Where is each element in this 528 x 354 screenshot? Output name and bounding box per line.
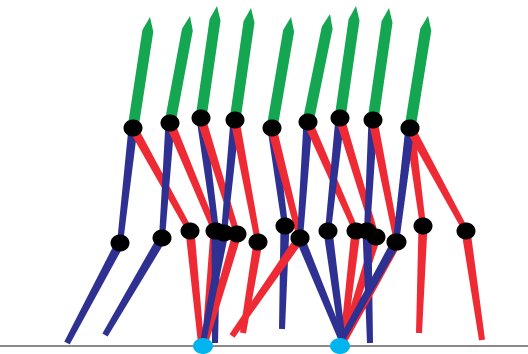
joint-layer	[110, 109, 476, 252]
right-shin	[416, 225, 428, 334]
left-thigh	[196, 117, 219, 232]
limb-layer	[64, 6, 485, 345]
left-shin	[279, 225, 290, 330]
stick-figure-3	[195, 6, 242, 344]
left-thigh	[117, 127, 138, 244]
ground-contact-point	[193, 338, 213, 354]
right-thigh	[368, 119, 400, 243]
torso	[164, 16, 193, 124]
left-knee-joint	[214, 224, 234, 242]
stick-figure-6	[295, 14, 361, 345]
torso	[334, 6, 360, 119]
stick-figure-10	[337, 16, 485, 345]
right-knee-joint	[413, 217, 433, 235]
left-knee-joint	[386, 233, 406, 251]
hip-joint	[363, 111, 383, 129]
right-shin	[185, 230, 204, 344]
right-shin	[240, 241, 263, 334]
left-shin	[200, 232, 229, 344]
right-shin	[202, 232, 242, 344]
left-knee-joint	[152, 229, 172, 247]
torso	[302, 14, 333, 124]
hip-joint	[262, 119, 282, 137]
hip-joint	[330, 109, 350, 127]
hip-joint	[298, 113, 318, 131]
right-knee-joint	[456, 222, 476, 240]
torso	[127, 17, 154, 129]
left-thigh	[393, 127, 415, 243]
left-knee-joint	[275, 217, 295, 235]
right-shin	[229, 235, 304, 338]
left-thigh	[267, 127, 288, 227]
hip-joint	[225, 111, 245, 129]
left-shin	[323, 230, 346, 344]
contact-layer	[193, 338, 350, 354]
left-shin	[337, 239, 400, 345]
right-shin	[461, 230, 485, 341]
left-thigh	[159, 122, 175, 239]
right-thigh	[230, 119, 261, 243]
right-knee-joint	[248, 233, 268, 251]
left-knee-joint	[318, 222, 338, 240]
right-thigh	[267, 126, 303, 239]
stick-figure-5	[229, 17, 304, 338]
hip-joint	[400, 119, 420, 137]
torso	[229, 8, 255, 121]
hip-joint	[123, 119, 143, 137]
hip-joint	[191, 109, 211, 127]
right-thigh	[406, 125, 469, 233]
right-shin	[340, 230, 361, 344]
left-shin	[64, 240, 124, 345]
torso	[195, 6, 221, 119]
torso	[367, 8, 393, 121]
left-thigh	[221, 119, 240, 234]
stick-figure-4	[200, 8, 263, 344]
left-thigh	[297, 121, 313, 239]
left-shin	[102, 235, 166, 337]
hip-joint	[160, 114, 180, 132]
torso	[266, 17, 295, 129]
left-shin	[295, 236, 346, 345]
ground-contact-point	[330, 338, 350, 354]
left-thigh	[364, 119, 378, 232]
left-knee-joint	[110, 234, 130, 252]
left-knee-joint	[290, 229, 310, 247]
right-knee-joint	[180, 222, 200, 240]
stick-figure-1	[64, 17, 204, 345]
torso	[404, 16, 432, 129]
left-knee-joint	[357, 222, 377, 240]
right-thigh	[165, 121, 218, 233]
right-thigh	[129, 125, 193, 233]
left-thigh	[325, 117, 345, 232]
